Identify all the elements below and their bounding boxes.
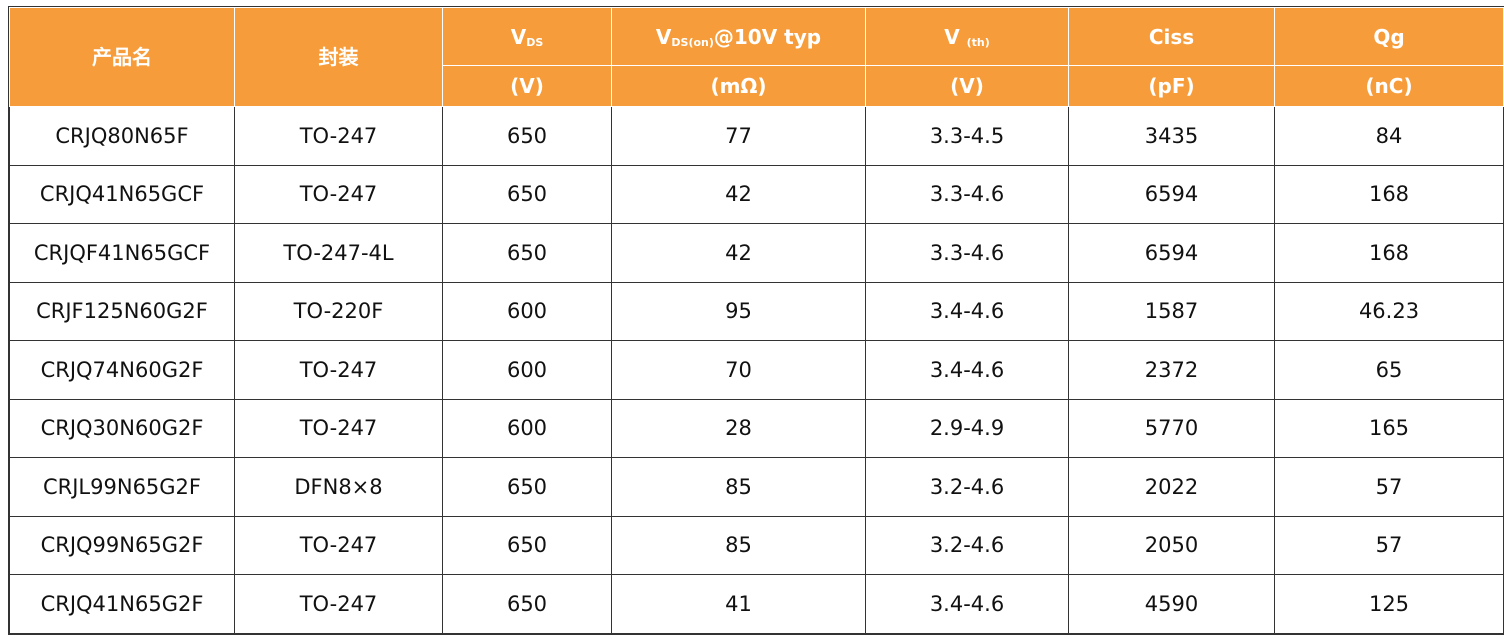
cell-vth: 3.4-4.6	[865, 340, 1069, 400]
cell-ciss: 2372	[1068, 340, 1275, 400]
cell-rds-on: 70	[611, 340, 866, 400]
cell-vth: 2.9-4.9	[865, 398, 1069, 458]
cell-ciss: 6594	[1068, 164, 1275, 224]
cell-qg: 57	[1274, 457, 1504, 517]
header-vds-main: V	[510, 24, 527, 49]
table-row: CRJQ41N65G2F TO-247 650 41 3.4-4.6 4590 …	[9, 574, 1504, 634]
cell-product-name: CRJQ41N65GCF	[9, 164, 235, 224]
cell-product-name: CRJQ30N60G2F	[9, 398, 235, 458]
cell-vds: 650	[442, 106, 612, 166]
header-vth-main: V	[944, 24, 967, 49]
header-vth-unit: (V)	[865, 65, 1069, 107]
cell-qg: 84	[1274, 106, 1504, 166]
cell-package: TO-247-4L	[234, 223, 443, 283]
cell-package: TO-247	[234, 398, 443, 458]
cell-rds-on: 28	[611, 398, 866, 458]
cell-qg: 165	[1274, 398, 1504, 458]
table-row: CRJL99N65G2F DFN8×8 650 85 3.2-4.6 2022 …	[9, 457, 1504, 517]
header-ciss: Ciss	[1068, 7, 1275, 66]
cell-vth: 3.3-4.5	[865, 106, 1069, 166]
header-rds-on: VDS(on)@10V typ	[611, 7, 866, 66]
header-product-name: 产品名	[9, 7, 235, 107]
header-vds: VDS	[442, 7, 612, 66]
table-row: CRJF125N60G2F TO-220F 600 95 3.4-4.6 158…	[9, 281, 1504, 341]
cell-vds: 600	[442, 340, 612, 400]
cell-qg: 125	[1274, 574, 1504, 634]
table-row: CRJQ99N65G2F TO-247 650 85 3.2-4.6 2050 …	[9, 515, 1504, 575]
cell-package: TO-247	[234, 106, 443, 166]
cell-rds-on: 41	[611, 574, 866, 634]
cell-vds: 600	[442, 398, 612, 458]
cell-vds: 650	[442, 515, 612, 575]
header-package: 封装	[234, 7, 443, 107]
cell-vds: 600	[442, 281, 612, 341]
cell-vth: 3.3-4.6	[865, 164, 1069, 224]
header-vth: V (th)	[865, 7, 1069, 66]
table-row: CRJQF41N65GCF TO-247-4L 650 42 3.3-4.6 6…	[9, 223, 1504, 283]
table-row: CRJQ74N60G2F TO-247 600 70 3.4-4.6 2372 …	[9, 340, 1504, 400]
header-rds-suffix: @10V typ	[713, 24, 822, 49]
table-row: CRJQ80N65F TO-247 650 77 3.3-4.5 3435 84	[9, 106, 1504, 166]
cell-ciss: 2022	[1068, 457, 1275, 517]
cell-package: TO-247	[234, 164, 443, 224]
cell-vth: 3.2-4.6	[865, 515, 1069, 575]
cell-rds-on: 85	[611, 515, 866, 575]
cell-qg: 65	[1274, 340, 1504, 400]
table-row: CRJQ41N65GCF TO-247 650 42 3.3-4.6 6594 …	[9, 164, 1504, 224]
header-qg: Qg	[1274, 7, 1504, 66]
cell-rds-on: 42	[611, 164, 866, 224]
cell-qg: 57	[1274, 515, 1504, 575]
header-vds-sub: DS	[526, 35, 544, 49]
header-rds-main: V	[655, 24, 672, 49]
cell-vth: 3.2-4.6	[865, 457, 1069, 517]
cell-package: TO-220F	[234, 281, 443, 341]
cell-vds: 650	[442, 164, 612, 224]
cell-ciss: 1587	[1068, 281, 1275, 341]
cell-vth: 3.4-4.6	[865, 281, 1069, 341]
header-row: 产品名 封装 VDS VDS(on)@10V typ V (th) Ciss Q…	[9, 7, 1504, 107]
cell-vth: 3.4-4.6	[865, 574, 1069, 634]
cell-rds-on: 85	[611, 457, 866, 517]
cell-rds-on: 42	[611, 223, 866, 283]
cell-ciss: 3435	[1068, 106, 1275, 166]
header-rds-sub: DS(on)	[671, 35, 714, 49]
header-ciss-unit: (pF)	[1068, 65, 1275, 107]
cell-package: TO-247	[234, 574, 443, 634]
table-row: CRJQ30N60G2F TO-247 600 28 2.9-4.9 5770 …	[9, 398, 1504, 458]
header-vth-sub: (th)	[966, 35, 990, 49]
cell-package: DFN8×8	[234, 457, 443, 517]
cell-product-name: CRJQF41N65GCF	[9, 223, 235, 283]
header-rds-unit: (mΩ)	[611, 65, 866, 107]
cell-product-name: CRJQ80N65F	[9, 106, 235, 166]
cell-rds-on: 95	[611, 281, 866, 341]
cell-product-name: CRJL99N65G2F	[9, 457, 235, 517]
cell-rds-on: 77	[611, 106, 866, 166]
cell-ciss: 2050	[1068, 515, 1275, 575]
header-vds-unit: (V)	[442, 65, 612, 107]
cell-package: TO-247	[234, 340, 443, 400]
product-spec-table: 产品名 封装 VDS VDS(on)@10V typ V (th) Ciss Q…	[8, 6, 1504, 635]
cell-ciss: 4590	[1068, 574, 1275, 634]
cell-ciss: 5770	[1068, 398, 1275, 458]
cell-qg: 168	[1274, 223, 1504, 283]
cell-vth: 3.3-4.6	[865, 223, 1069, 283]
cell-vds: 650	[442, 457, 612, 517]
header-unit-row: (V) (mΩ) (V) (pF) (nC)	[10, 65, 1504, 107]
cell-vds: 650	[442, 574, 612, 634]
cell-ciss: 6594	[1068, 223, 1275, 283]
cell-package: TO-247	[234, 515, 443, 575]
cell-vds: 650	[442, 223, 612, 283]
cell-product-name: CRJQ99N65G2F	[9, 515, 235, 575]
cell-product-name: CRJQ74N60G2F	[9, 340, 235, 400]
cell-qg: 46.23	[1274, 281, 1504, 341]
header-qg-unit: (nC)	[1274, 65, 1504, 107]
cell-product-name: CRJQ41N65G2F	[9, 574, 235, 634]
cell-qg: 168	[1274, 164, 1504, 224]
cell-product-name: CRJF125N60G2F	[9, 281, 235, 341]
